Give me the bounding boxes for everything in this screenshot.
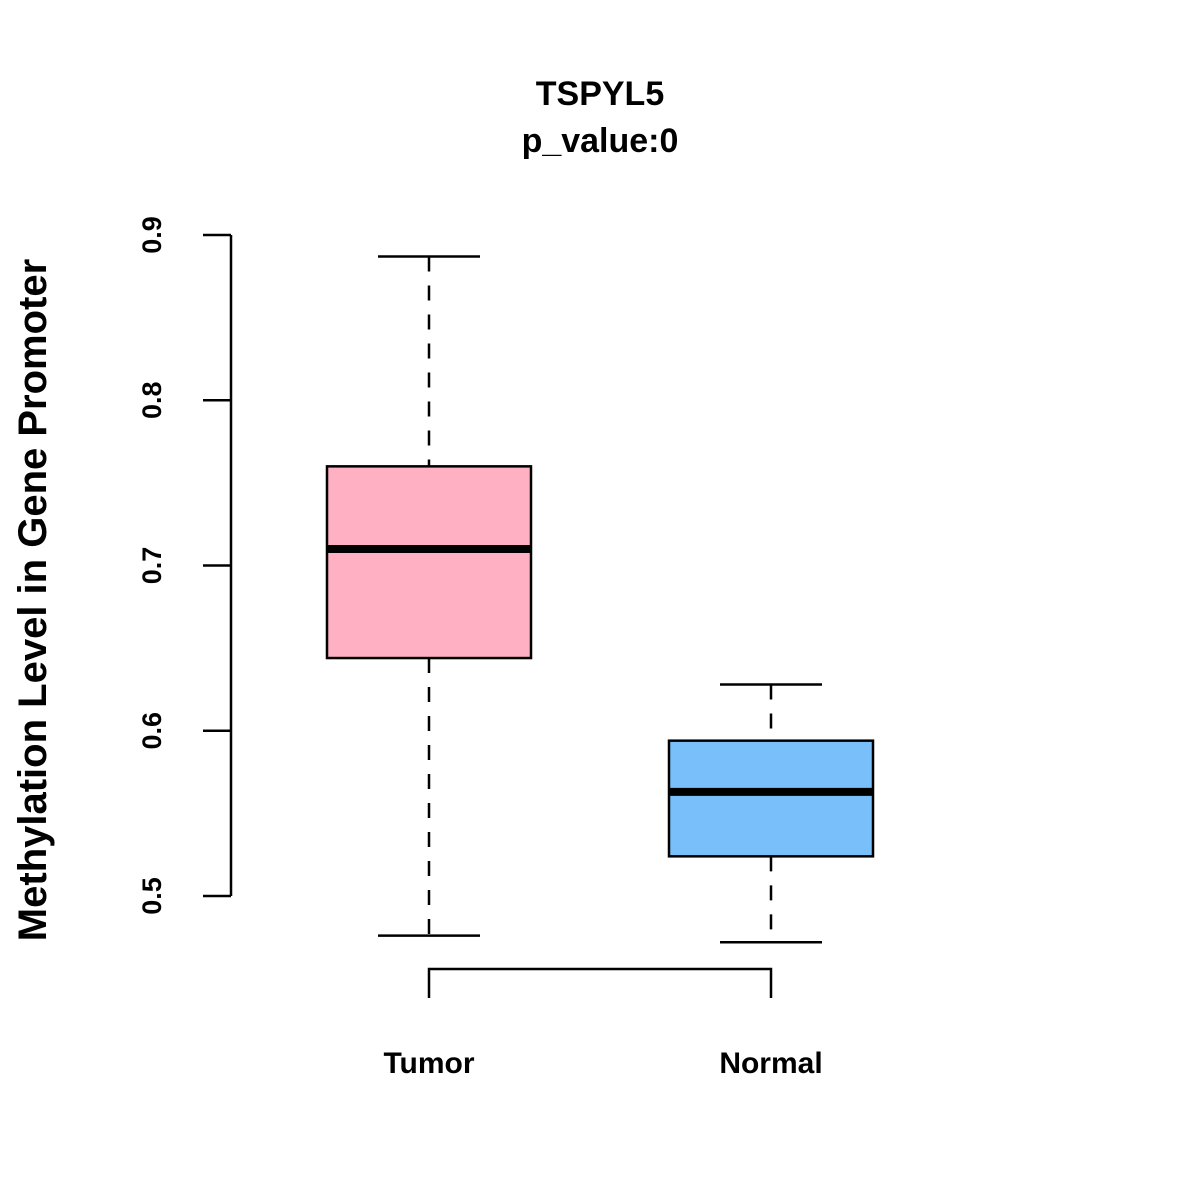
y-tick-label: 0.7 [137,547,167,585]
category-label-tumor: Tumor [383,1047,474,1080]
iqr-box [667,739,875,858]
boxes-group [325,255,875,944]
chart-title: TSPYL5 [536,75,664,113]
box-tumor [325,255,533,937]
y-tick-label: 0.5 [137,877,167,915]
iqr-box [325,465,533,660]
x-axis-labels: Tumor Normal [383,1047,822,1080]
y-tick-label: 0.6 [137,712,167,750]
comparison-bracket [427,967,773,998]
y-axis: 0.5 0.6 0.7 0.8 0.9 [137,216,233,915]
y-tick-label: 0.8 [137,381,167,419]
chart-subtitle: p_value:0 [522,122,679,160]
y-axis-label: Methylation Level in Gene Promoter [11,259,55,941]
box-normal [667,683,875,944]
y-tick-label: 0.9 [137,216,167,254]
bracket-line [427,967,773,998]
category-label-normal: Normal [719,1047,822,1080]
